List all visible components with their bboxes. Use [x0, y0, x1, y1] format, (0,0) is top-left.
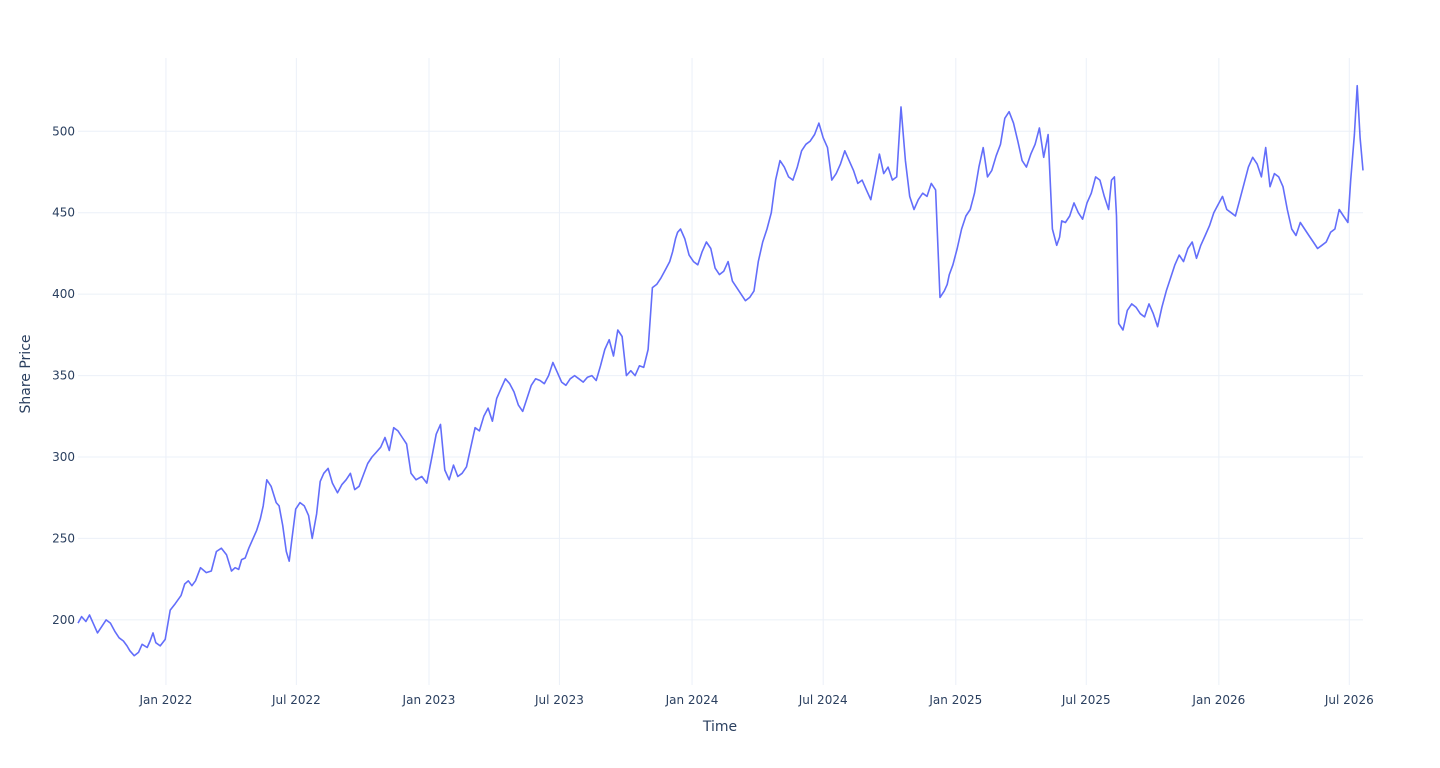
- x-axis-ticks: Jan 2022 Jul 2022 Jan 2023 Jul 2023 Jan 2024…: [138, 693, 1373, 707]
- x-tick-label: Jan 2026: [1191, 693, 1245, 707]
- x-tick-label: Jan 2022: [138, 693, 192, 707]
- x-tick-label: Jul 2022: [271, 693, 321, 707]
- series-layer: [77, 84, 1364, 657]
- y-tick-label: 450: [52, 206, 75, 220]
- y-tick-label: 250: [52, 531, 75, 545]
- y-axis-title: Share Price: [18, 334, 34, 413]
- y-tick-label: 200: [52, 613, 75, 627]
- y-tick-label: 500: [52, 124, 75, 138]
- y-tick-label: 300: [52, 450, 75, 464]
- x-tick-label: Jul 2023: [534, 693, 584, 707]
- y-tick-label: 350: [52, 369, 75, 383]
- x-axis-title: Time: [702, 719, 737, 735]
- x-tick-label: Jan 2024: [665, 693, 719, 707]
- x-tick-label: Jan 2023: [402, 693, 456, 707]
- y-axis-ticks: 200 250 300 350 400 450 500: [52, 124, 75, 627]
- x-tick-label: Jul 2026: [1324, 693, 1374, 707]
- x-tick-label: Jul 2025: [1061, 693, 1111, 707]
- x-tick-label: Jan 2025: [928, 693, 982, 707]
- x-tick-label: Jul 2024: [798, 693, 848, 707]
- y-tick-label: 400: [52, 287, 75, 301]
- series-line: [77, 84, 1364, 657]
